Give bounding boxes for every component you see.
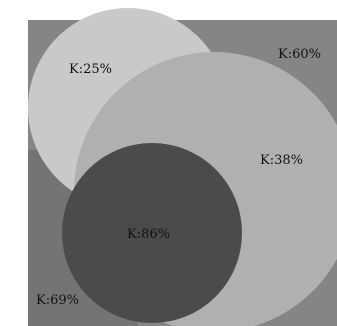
- swatch-k86-label: K:86%: [127, 227, 170, 242]
- swatch-k25-label: K:25%: [69, 62, 112, 77]
- swatch-k38-label: K:38%: [260, 153, 303, 168]
- swatch-k86-circle: [62, 143, 242, 323]
- swatch-k69-label: K:69%: [36, 293, 79, 308]
- swatch-k60-label: K:60%: [278, 47, 321, 62]
